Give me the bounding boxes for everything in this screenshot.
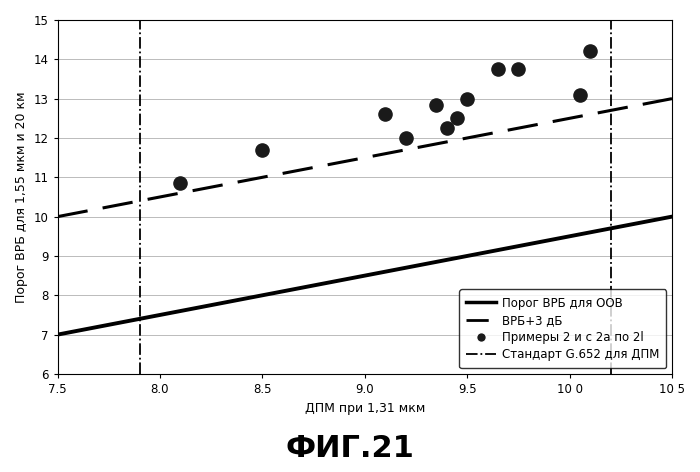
- Point: [431, 101, 442, 109]
- Point: [441, 124, 452, 132]
- Point: [492, 66, 503, 73]
- Point: [574, 91, 585, 99]
- X-axis label: ДПМ при 1,31 мкм: ДПМ при 1,31 мкм: [304, 402, 425, 414]
- Point: [584, 48, 596, 55]
- Point: [513, 66, 524, 73]
- Point: [257, 146, 268, 153]
- Y-axis label: Порог ВРБ для 1,55 мкм и 20 км: Порог ВРБ для 1,55 мкм и 20 км: [15, 91, 28, 303]
- Point: [379, 110, 391, 118]
- Point: [175, 179, 186, 187]
- Point: [400, 134, 412, 142]
- Legend: Порог ВРБ для ООВ, ВРБ+3 дБ, Примеры 2 и с 2а по 2l, Стандарт G.652 для ДПМ: Порог ВРБ для ООВ, ВРБ+3 дБ, Примеры 2 и…: [459, 289, 666, 368]
- Point: [461, 95, 472, 102]
- Text: ФИГ.21: ФИГ.21: [286, 434, 414, 463]
- Point: [452, 115, 463, 122]
